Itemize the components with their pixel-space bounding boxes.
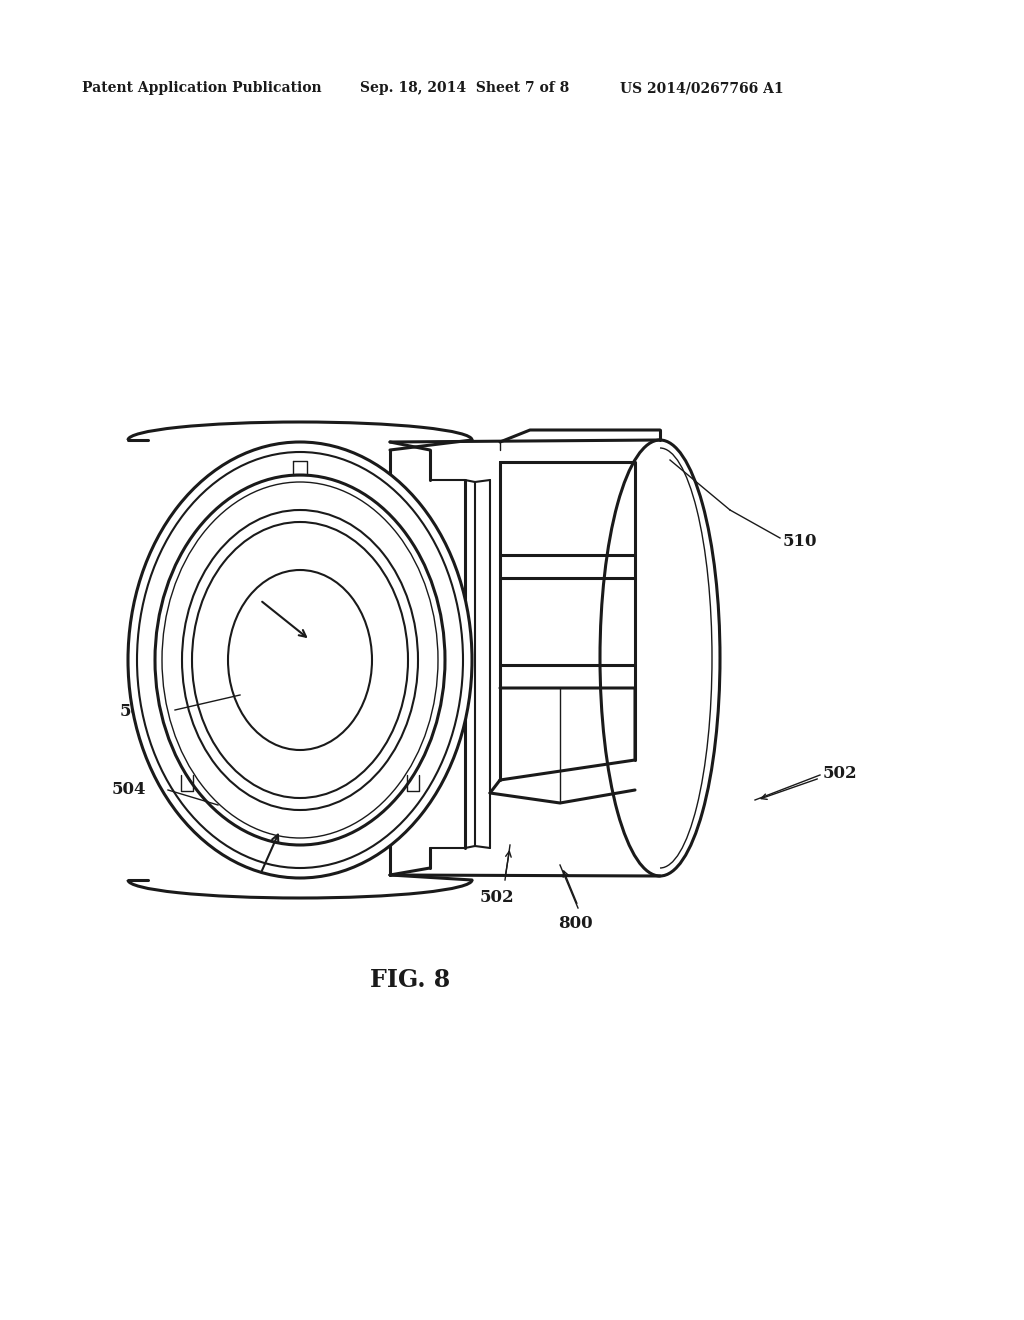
- Text: 504: 504: [112, 781, 146, 799]
- Text: 506: 506: [120, 704, 155, 721]
- Text: 502: 502: [823, 764, 858, 781]
- Text: 510: 510: [783, 533, 817, 550]
- Text: 502: 502: [480, 890, 515, 907]
- Text: Sep. 18, 2014  Sheet 7 of 8: Sep. 18, 2014 Sheet 7 of 8: [360, 81, 569, 95]
- Text: FIG. 8: FIG. 8: [370, 968, 451, 993]
- Text: 800: 800: [558, 916, 593, 932]
- Text: Patent Application Publication: Patent Application Publication: [82, 81, 322, 95]
- Ellipse shape: [128, 442, 472, 878]
- Text: US 2014/0267766 A1: US 2014/0267766 A1: [620, 81, 783, 95]
